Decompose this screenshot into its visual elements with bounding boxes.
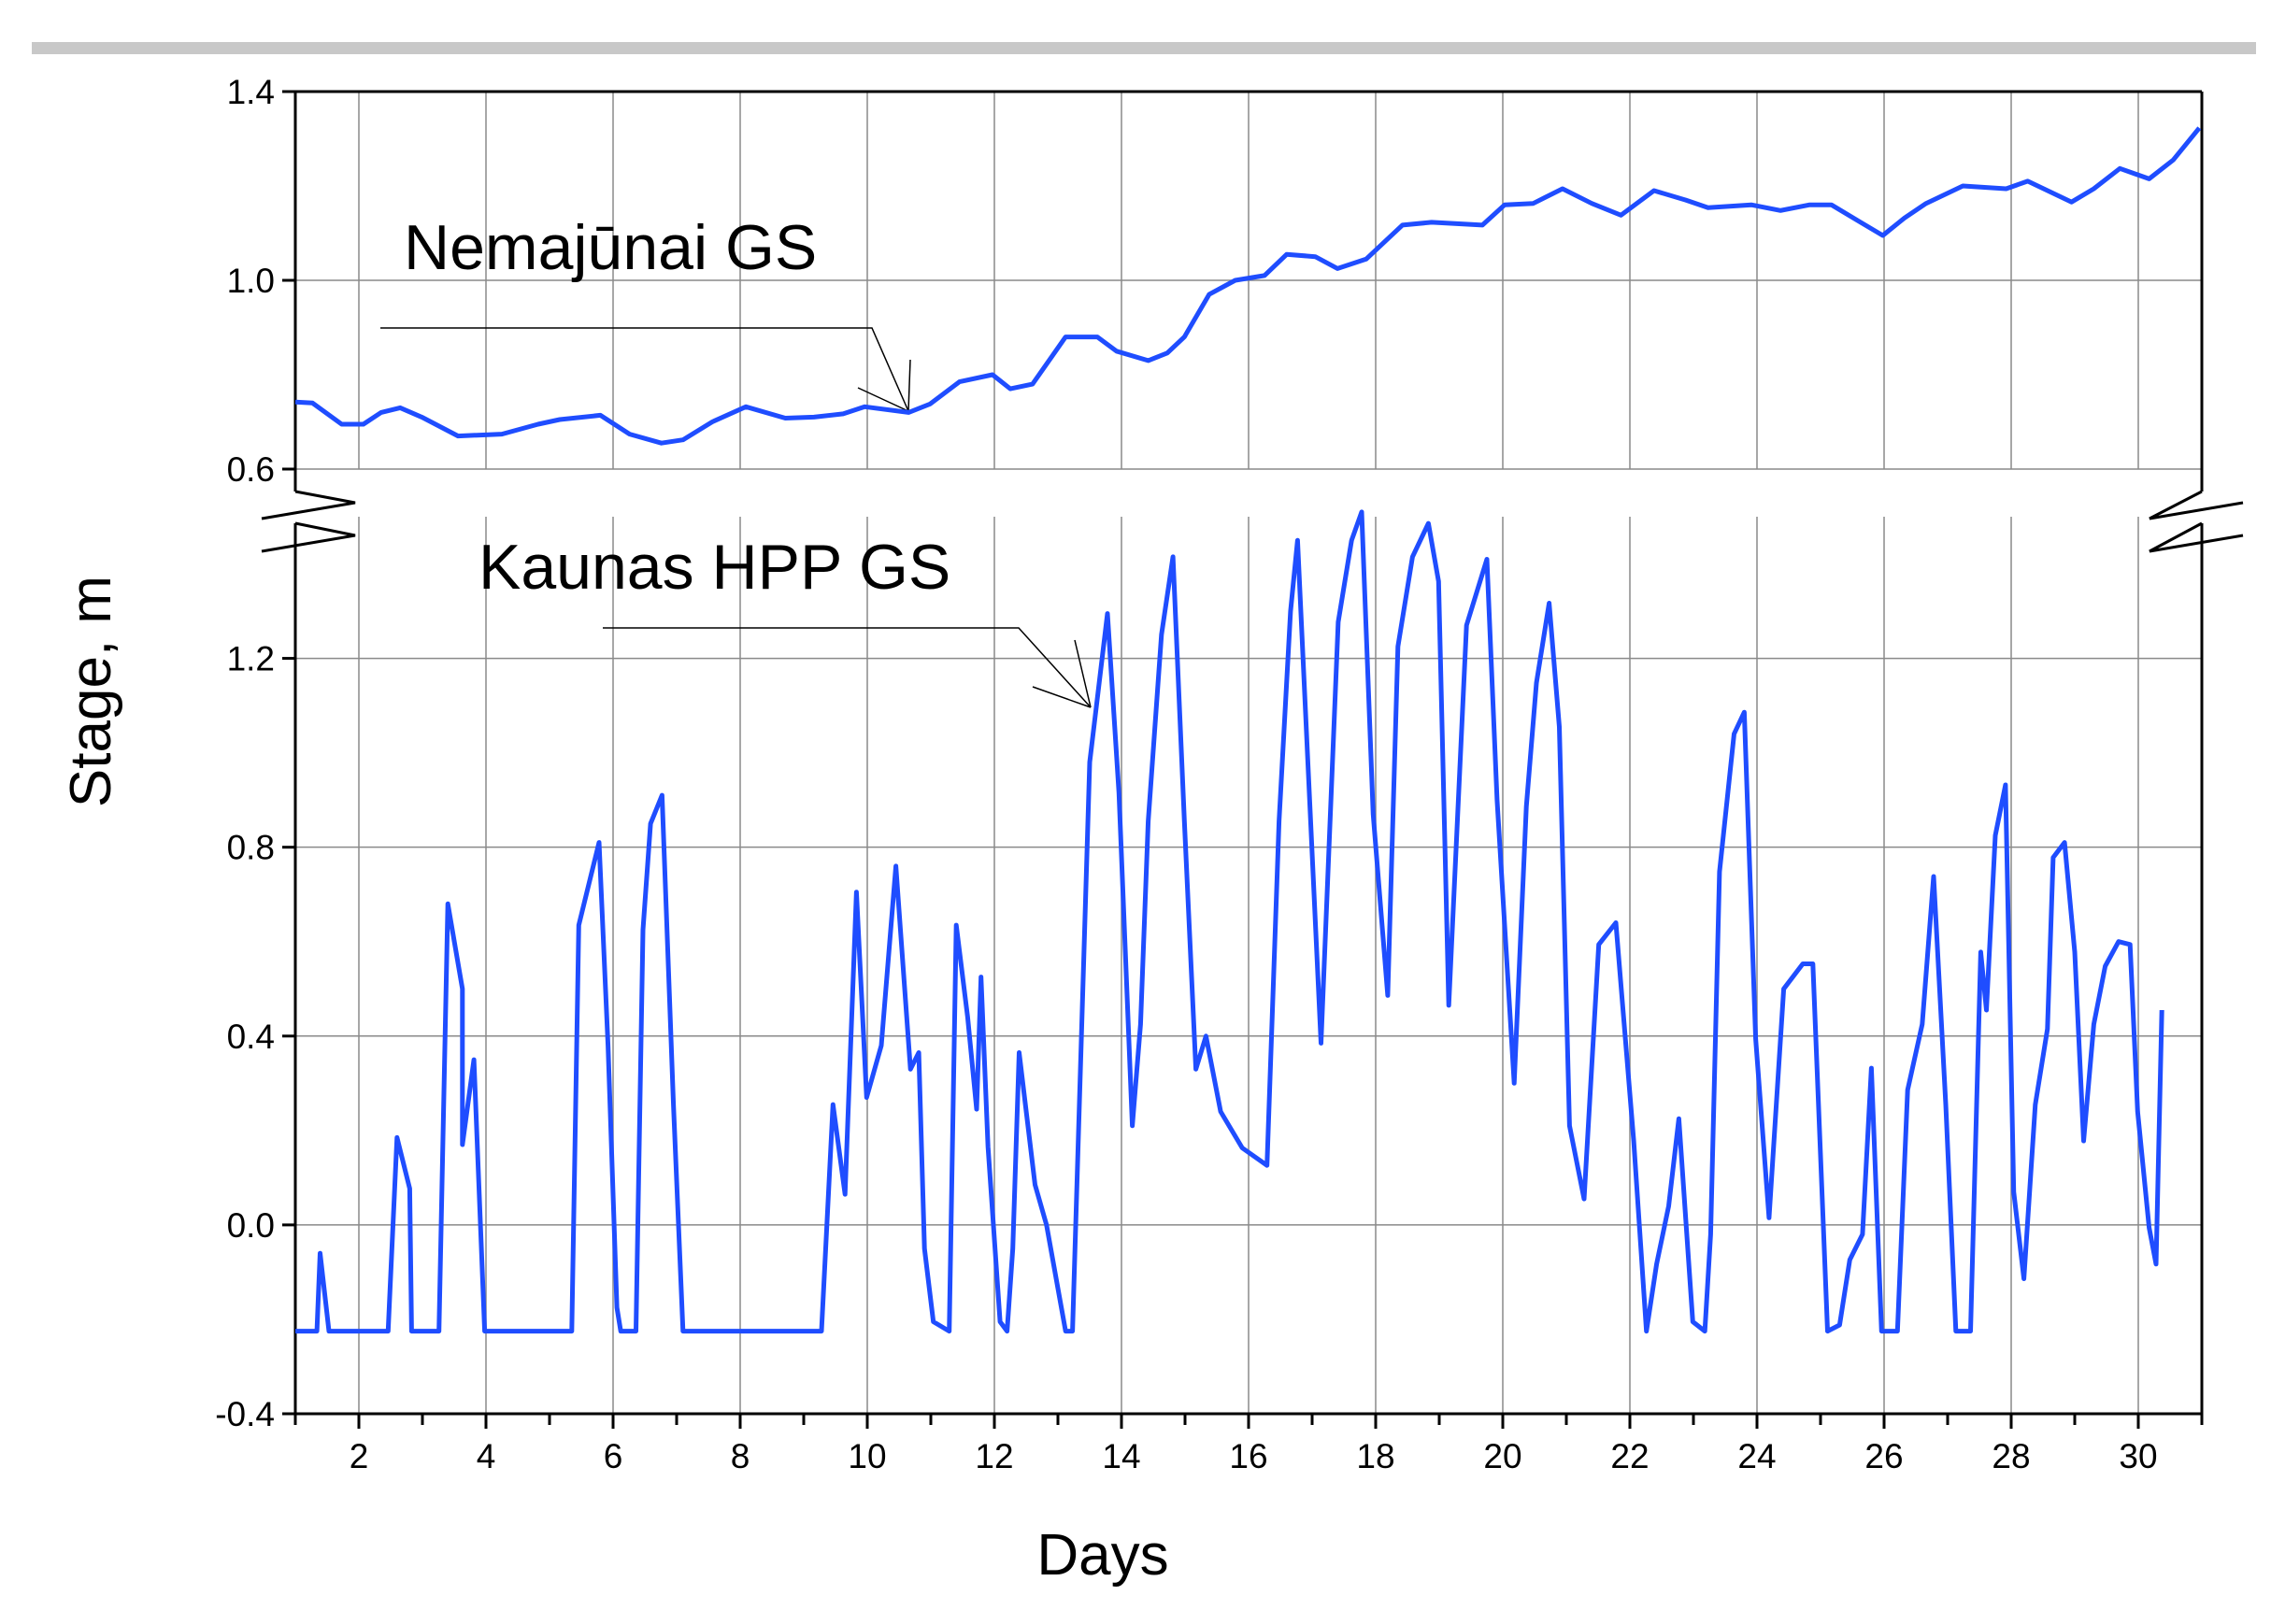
x-tick-label: 10 <box>848 1437 886 1475</box>
x-tick-label: 12 <box>975 1437 1013 1475</box>
x-tick-label: 8 <box>731 1437 750 1475</box>
x-tick-label: 4 <box>477 1437 496 1475</box>
leader-bottom-b <box>1074 639 1092 708</box>
y-axis-title: Stage, m <box>59 576 123 807</box>
x-axis-title: Days <box>1036 1523 1168 1588</box>
y-tick-label: 1.2 <box>227 640 275 678</box>
y-tick-label: 0.6 <box>227 450 275 489</box>
break-left-bottom <box>261 521 356 553</box>
x-tick-label: 2 <box>350 1437 369 1475</box>
break-left-top <box>261 490 356 520</box>
y-tick-label: 1.0 <box>227 262 275 300</box>
x-tick-label: 6 <box>604 1437 623 1475</box>
leader-top-a <box>857 387 909 412</box>
y-tick-label: 0.4 <box>227 1018 275 1056</box>
break-right-bottom <box>2149 521 2244 553</box>
annotation: Kaunas HPP GS <box>478 532 950 603</box>
x-tick-label: 18 <box>1356 1437 1394 1475</box>
x-tick-label: 22 <box>1610 1437 1649 1475</box>
leader-top <box>380 327 909 412</box>
y-tick-label: 0.0 <box>227 1206 275 1245</box>
leader-bottom <box>603 627 1092 708</box>
frame <box>261 90 2244 1416</box>
x-tick-label: 28 <box>1992 1437 2030 1475</box>
annotation: Nemajūnai GS <box>404 212 817 283</box>
leader-top-b <box>907 359 911 412</box>
y-tick-label: 1.4 <box>227 73 275 111</box>
x-tick-label: 16 <box>1229 1437 1267 1475</box>
leaders <box>380 327 1092 708</box>
x-tick-label: 24 <box>1737 1437 1776 1475</box>
x-tick-label: 26 <box>1864 1437 1903 1475</box>
x-tick-label: 14 <box>1102 1437 1140 1475</box>
series-line <box>295 509 2164 1334</box>
x-tick-label: 20 <box>1483 1437 1521 1475</box>
y-tick-label: 0.8 <box>227 829 275 867</box>
leader-bottom-a <box>1032 686 1092 708</box>
x-tick-label: 30 <box>2119 1437 2157 1475</box>
y-tick-label: -0.4 <box>215 1395 275 1433</box>
top-bar <box>32 42 2256 54</box>
break-right-top <box>2149 490 2244 520</box>
series-line <box>294 126 2202 446</box>
